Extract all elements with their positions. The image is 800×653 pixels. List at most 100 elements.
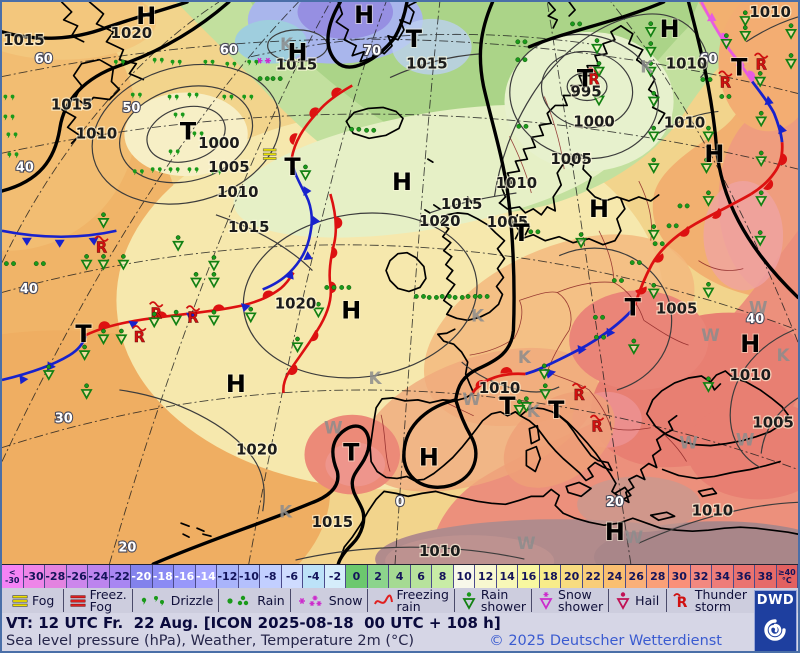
svg-text:H: H xyxy=(660,15,680,43)
svg-text:K: K xyxy=(527,401,541,421)
scale-cell: -18 xyxy=(152,565,175,588)
scale-cell: -16 xyxy=(174,565,196,588)
svg-text:1010: 1010 xyxy=(664,113,706,131)
svg-text:1010: 1010 xyxy=(729,366,771,384)
scale-cell: -8 xyxy=(260,565,282,588)
cold-front-iceland xyxy=(262,158,321,291)
svg-text:0: 0 xyxy=(395,495,404,510)
svg-text:1005: 1005 xyxy=(487,213,529,231)
svg-text:T: T xyxy=(180,117,197,145)
svg-text:H: H xyxy=(589,195,609,223)
svg-text:1010: 1010 xyxy=(496,174,538,192)
scale-cell: 28 xyxy=(647,565,669,588)
scale-cell: -4 xyxy=(303,565,325,588)
scale-cell: -14 xyxy=(195,565,218,588)
svg-text:1010: 1010 xyxy=(76,124,118,142)
rain-shower-icon xyxy=(460,591,478,611)
scale-cell: -22 xyxy=(109,565,132,588)
svg-text:70: 70 xyxy=(363,44,381,59)
svg-text:T: T xyxy=(625,293,642,321)
svg-text:H: H xyxy=(605,518,625,546)
scale-cell: 32 xyxy=(690,565,713,588)
scale-cell: ≥40 °C xyxy=(776,565,798,588)
svg-text:995: 995 xyxy=(571,83,602,101)
svg-text:1010: 1010 xyxy=(692,501,734,519)
legend-item-fog: Fog xyxy=(6,589,64,612)
svg-text:1015: 1015 xyxy=(51,95,93,113)
svg-text:20: 20 xyxy=(118,541,136,556)
svg-text:W: W xyxy=(679,433,698,453)
legend-item-rain: Rain xyxy=(219,589,291,612)
thunderstorm-icon: R xyxy=(672,591,692,611)
scale-cell: 8 xyxy=(432,565,454,588)
validity-line: VT: 12 UTC Fr. 22 Aug. [ICON 2025-08-18 … xyxy=(2,613,798,633)
svg-text:1015: 1015 xyxy=(228,218,270,236)
svg-text:W: W xyxy=(462,389,481,409)
svg-text:1005: 1005 xyxy=(752,414,794,432)
rain-icon xyxy=(224,592,254,610)
hail-icon xyxy=(614,591,632,611)
scale-cell: 16 xyxy=(518,565,540,588)
svg-text:K: K xyxy=(369,368,383,388)
warm-front-east xyxy=(633,142,788,306)
svg-text:H: H xyxy=(136,2,156,30)
svg-text:T: T xyxy=(513,219,530,247)
scale-cell: -20 xyxy=(131,565,153,588)
scale-cell: 34 xyxy=(712,565,734,588)
svg-text:60: 60 xyxy=(35,52,53,67)
svg-text:W: W xyxy=(736,430,755,450)
isobars-thin xyxy=(91,13,798,561)
svg-text:1005: 1005 xyxy=(656,299,698,317)
dwd-spiral-icon xyxy=(763,619,786,641)
svg-text:1020: 1020 xyxy=(419,212,461,230)
scale-cell: -10 xyxy=(238,565,261,588)
scale-cell: 38 xyxy=(755,565,777,588)
scale-cell: 0 xyxy=(346,565,368,588)
dwd-logo: DWD xyxy=(754,590,797,651)
svg-text:1000: 1000 xyxy=(573,112,615,130)
temperature-scale: < -30 -30 -28 -26 -24 -22 -20 -18 -16 -14 -12 -10 -8… xyxy=(2,564,798,588)
svg-text:K: K xyxy=(777,345,791,365)
svg-text:K: K xyxy=(640,57,654,77)
svg-text:K: K xyxy=(279,501,293,521)
svg-text:1020: 1020 xyxy=(236,441,278,459)
parameter-line: Sea level pressure (hPa), Weather, Tempe… xyxy=(2,633,798,651)
svg-text:T: T xyxy=(548,396,565,424)
warm-front-genoa xyxy=(471,367,526,394)
legend-item-drizzle: Drizzle xyxy=(133,589,220,612)
legend-item-snow: Snow xyxy=(291,589,369,612)
svg-text:W: W xyxy=(749,297,768,317)
svg-text:T: T xyxy=(75,320,92,348)
scale-cell: 24 xyxy=(604,565,626,588)
country-borders xyxy=(380,96,744,472)
scale-cell: -28 xyxy=(45,565,67,588)
svg-text:1005: 1005 xyxy=(208,158,250,176)
svg-text:W: W xyxy=(701,325,720,345)
svg-text:T: T xyxy=(284,153,301,181)
svg-text:1010: 1010 xyxy=(666,55,708,73)
svg-text:T: T xyxy=(499,392,516,420)
warm-front-biscay xyxy=(282,193,343,394)
svg-text:40: 40 xyxy=(20,282,38,297)
weather-map: R xyxy=(2,2,798,564)
svg-text:1015: 1015 xyxy=(276,56,318,74)
svg-text:T: T xyxy=(406,25,423,53)
scale-cell: -30 xyxy=(23,565,46,588)
svg-text:H: H xyxy=(419,444,439,472)
freezing-rain-icon xyxy=(373,592,394,610)
svg-text:H: H xyxy=(704,140,724,168)
svg-text:1015: 1015 xyxy=(441,195,483,213)
legend-item-rain-shower: Rain shower xyxy=(455,588,533,612)
svg-text:1010: 1010 xyxy=(419,542,461,560)
pressure-center-labels: H H H H H H H H H H H H T T T T T T T T T T T xyxy=(74,2,761,547)
airmass-labels: K K K K K K K K W W W W W W W W xyxy=(279,34,791,553)
scale-cell: -24 xyxy=(88,565,110,588)
svg-text:K: K xyxy=(280,34,294,54)
svg-text:1015: 1015 xyxy=(312,513,354,531)
svg-text:60: 60 xyxy=(220,43,238,58)
svg-text:1005: 1005 xyxy=(550,150,592,168)
svg-text:1020: 1020 xyxy=(111,24,153,42)
legend-item-hail: Hail xyxy=(609,589,667,612)
fog-icon xyxy=(11,592,29,610)
legend-label: Fog xyxy=(32,592,55,608)
